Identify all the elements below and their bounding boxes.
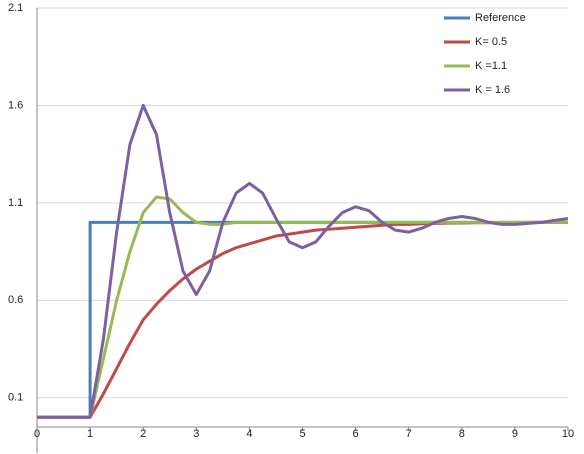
x-tick-label: 10 <box>562 428 574 440</box>
x-tick-label: 0 <box>34 428 40 440</box>
x-tick-label: 5 <box>299 428 305 440</box>
legend-label: K= 0.5 <box>475 36 507 48</box>
x-tick-label: 1 <box>87 428 93 440</box>
y-tick-label: 2.1 <box>8 2 23 14</box>
y-tick-label: 1.6 <box>8 99 23 111</box>
x-tick-label: 3 <box>193 428 199 440</box>
x-tick-label: 8 <box>459 428 465 440</box>
x-tick-label: 9 <box>512 428 518 440</box>
legend-label: K =1.1 <box>475 60 507 72</box>
x-tick-label: 4 <box>246 428 252 440</box>
y-tick-label: 1.1 <box>8 197 23 209</box>
legend-label: K = 1.6 <box>475 84 510 96</box>
x-tick-label: 7 <box>406 428 412 440</box>
series-line <box>37 220 568 419</box>
x-tick-label: 6 <box>353 428 359 440</box>
legend-label: Reference <box>475 12 526 24</box>
series-line <box>37 220 568 419</box>
series-line <box>37 103 569 419</box>
x-tick-label: 2 <box>140 428 146 440</box>
y-tick-label: 0.1 <box>8 392 23 404</box>
y-tick-label: 0.6 <box>8 294 23 306</box>
